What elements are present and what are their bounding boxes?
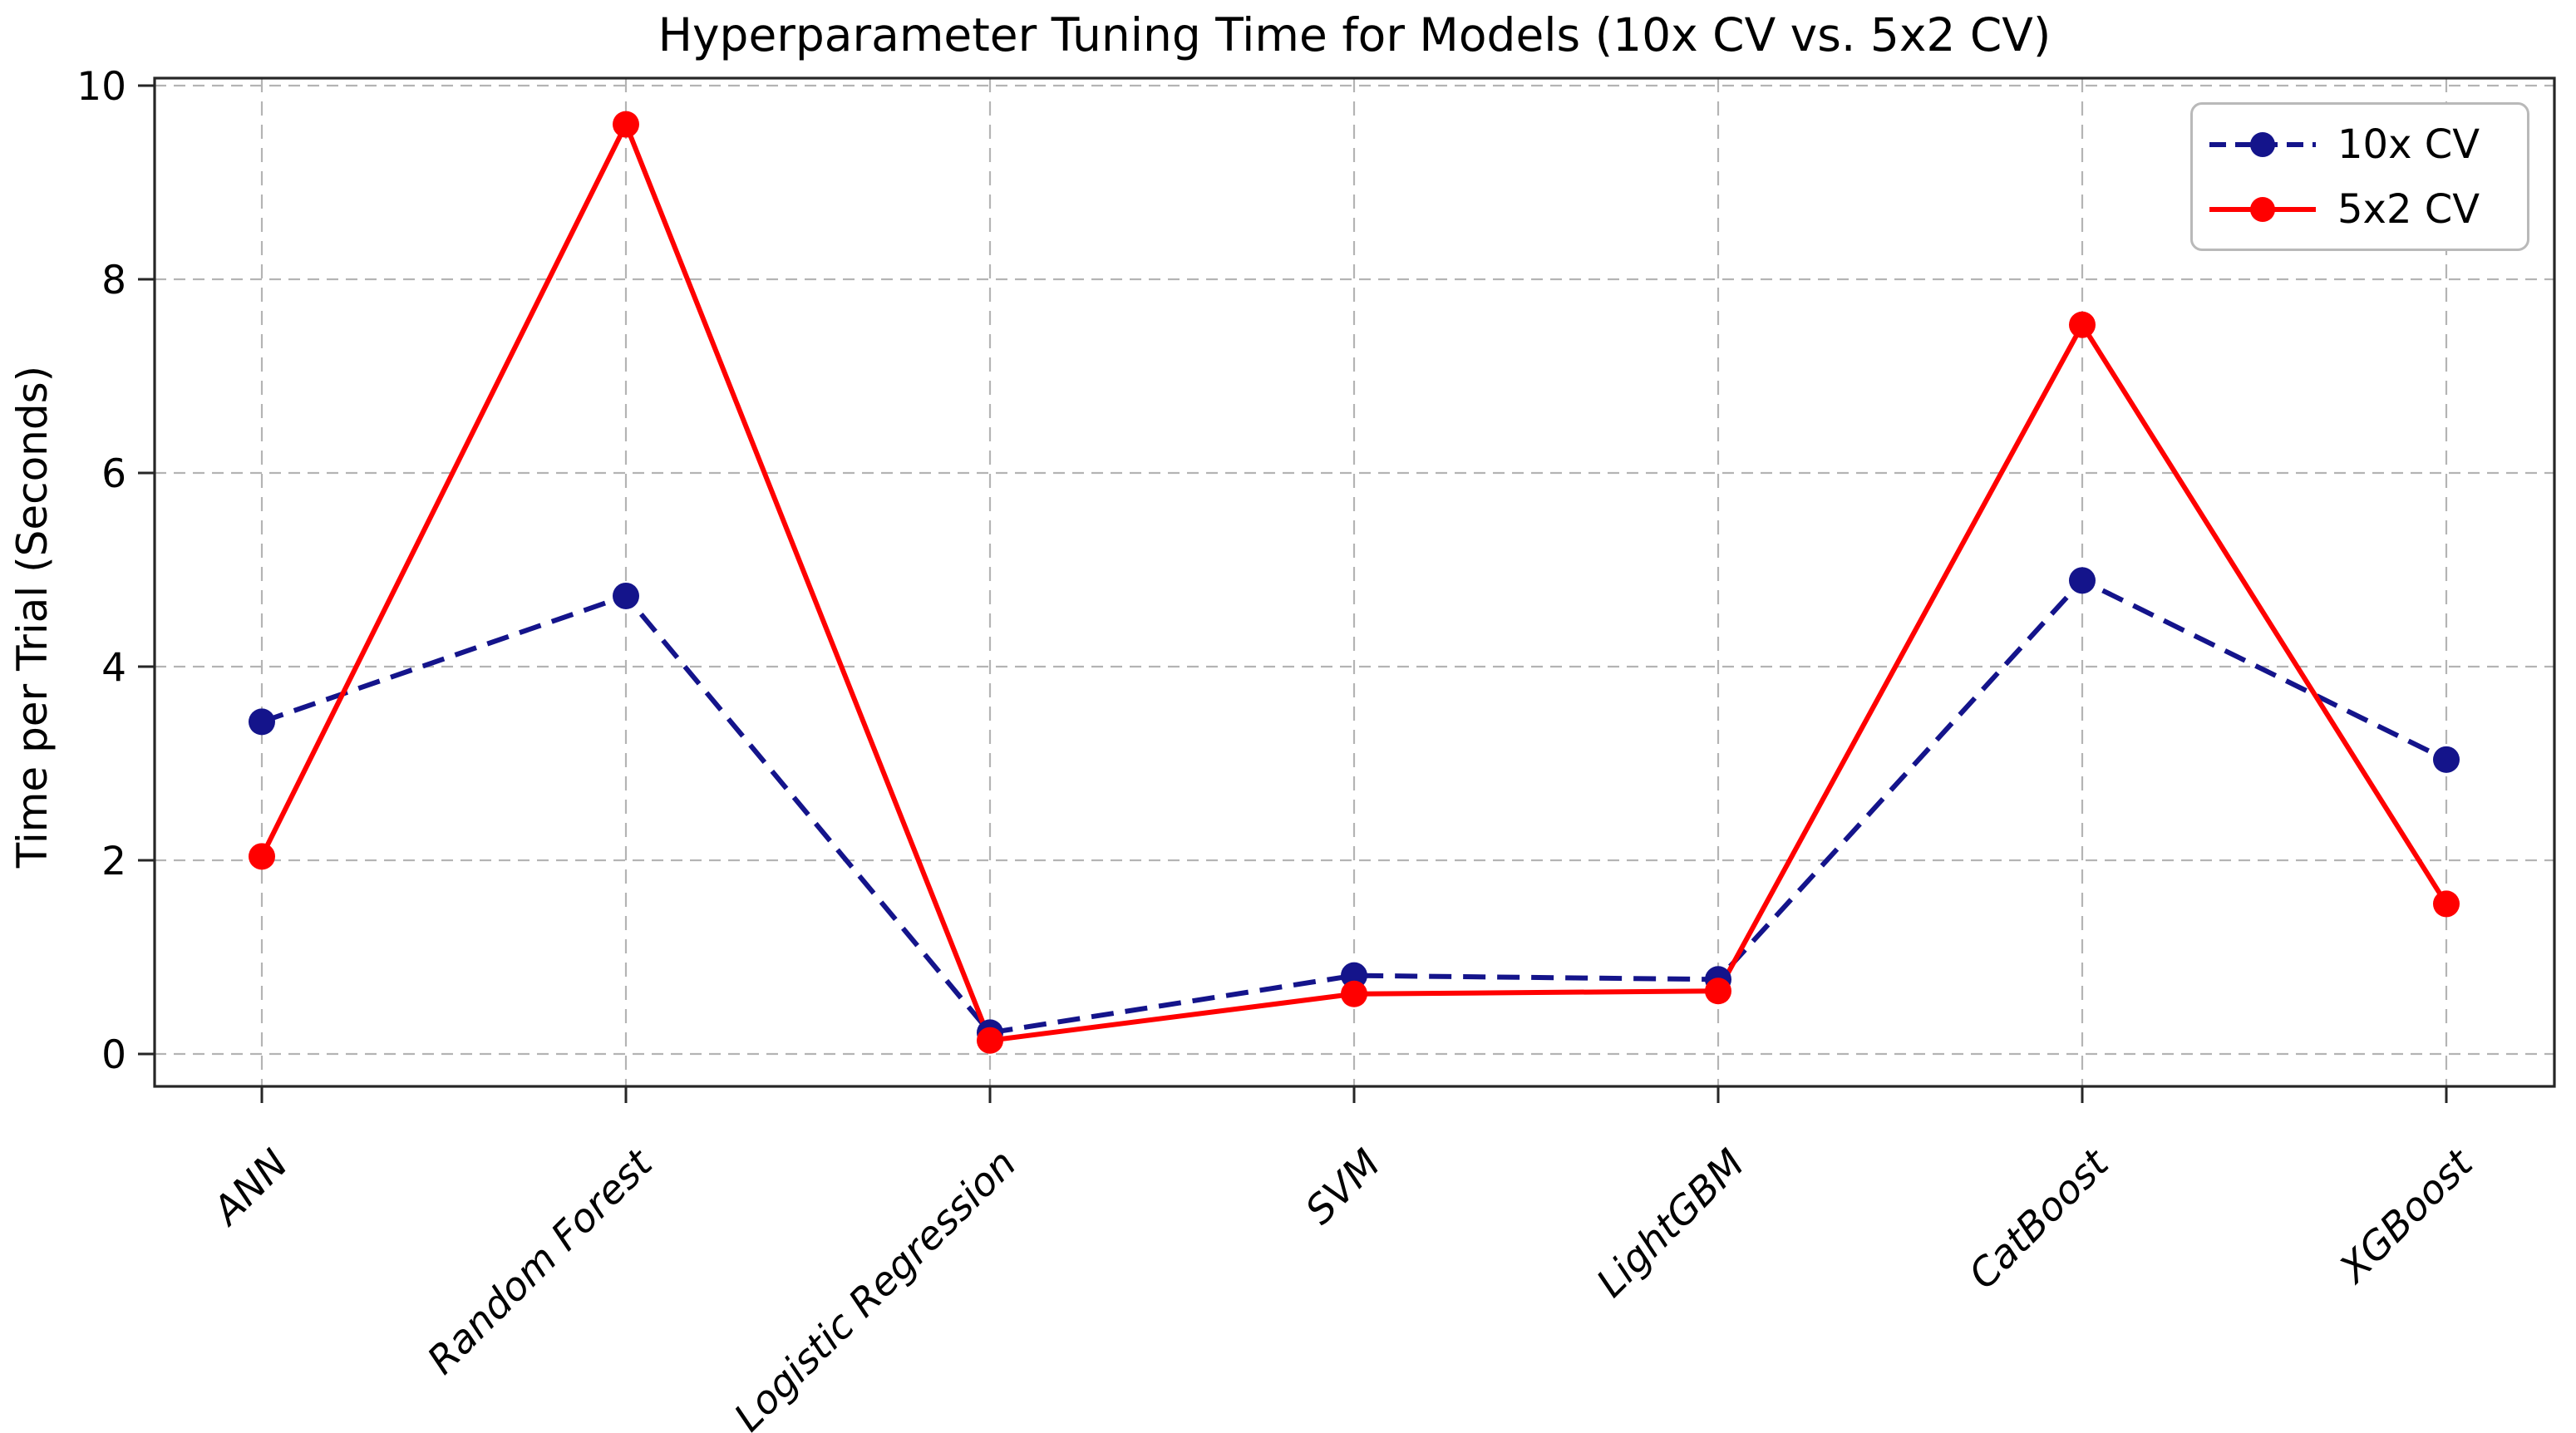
x-tick-label: CatBoost: [1960, 1140, 2118, 1298]
y-tick-label: 2: [101, 839, 126, 884]
legend-item-label: 10x CV: [2337, 121, 2480, 168]
data-point-5x2-cv-catboost: [2069, 311, 2096, 338]
data-point-5x2-cv-lightgbm: [1705, 977, 1731, 1005]
data-point-10x-cv-ann: [249, 708, 275, 736]
data-point-10x-cv-xgboost: [2433, 746, 2460, 773]
legend-item-label: 5x2 CV: [2337, 185, 2480, 233]
legend: 10x CV 5x2 CV: [2190, 102, 2529, 251]
legend-line-sample: [2209, 131, 2316, 157]
x-tick-label: Logistic Regression: [726, 1141, 1025, 1433]
data-point-10x-cv-svm: [1341, 962, 1367, 989]
x-tick-label: SVM: [1297, 1141, 1389, 1234]
legend-item-5x2-cv: 5x2 CV: [2208, 180, 2527, 239]
data-point-5x2-cv-ann: [249, 843, 275, 870]
y-tick-label: 10: [76, 64, 126, 110]
x-tick-label: LightGBM: [1588, 1141, 1753, 1307]
data-point-5x2-cv-random-forest: [613, 111, 639, 138]
x-tick-label: XGBoost: [2329, 1140, 2482, 1293]
legend-sample-marker: [2250, 196, 2275, 222]
y-tick-label: 8: [101, 258, 126, 303]
data-point-10x-cv-random-forest: [613, 582, 639, 609]
chart-title: Hyperparameter Tuning Time for Models (1…: [658, 8, 2051, 62]
legend-item-10x-cv: 10x CV: [2208, 115, 2527, 175]
x-tick-label: ANN: [203, 1141, 297, 1235]
x-tick-label: Random Forest: [419, 1140, 662, 1383]
y-tick-label: 0: [101, 1032, 126, 1078]
data-point-5x2-cv-logistic-regression: [977, 1027, 1003, 1054]
y-tick-label: 4: [101, 645, 126, 691]
y-tick-label: 6: [101, 451, 126, 497]
data-point-5x2-cv-svm: [1341, 980, 1367, 1007]
legend-sample-marker: [2250, 131, 2275, 157]
data-point-5x2-cv-xgboost: [2433, 890, 2460, 918]
data-point-10x-cv-catboost: [2069, 567, 2096, 594]
legend-line-sample: [2209, 196, 2316, 222]
